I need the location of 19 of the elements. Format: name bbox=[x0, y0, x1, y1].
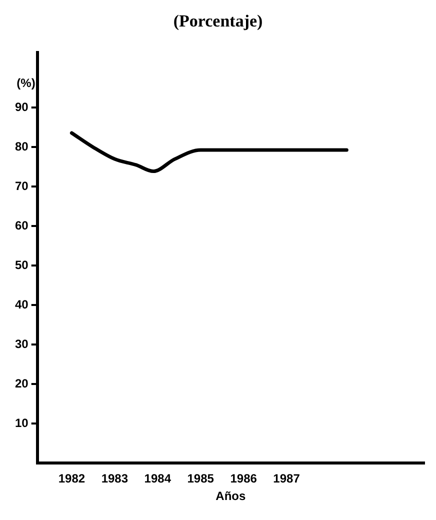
y-tick-label: 30 bbox=[14, 337, 29, 352]
y-tick-label: 50 bbox=[14, 258, 29, 272]
x-tick-label: 1982 bbox=[58, 472, 86, 486]
x-axis-title: Años bbox=[216, 489, 246, 504]
y-tick-label: 20 bbox=[14, 376, 29, 391]
x-tick-label: 1983 bbox=[101, 472, 128, 486]
y-tick-label: 60 bbox=[14, 218, 29, 233]
x-tick-label: 1984 bbox=[144, 472, 172, 486]
y-tick-label: 70 bbox=[14, 179, 29, 194]
y-tick-label: 90 bbox=[14, 100, 29, 114]
y-axis-title: (%) bbox=[16, 76, 36, 90]
y-tick-label: 40 bbox=[14, 298, 29, 312]
x-tick-label: 1985 bbox=[187, 472, 214, 486]
line-series bbox=[70, 131, 348, 174]
x-tick-label: 1986 bbox=[230, 472, 258, 486]
y-tick-label: 80 bbox=[14, 140, 29, 154]
y-tick-label: 10 bbox=[14, 416, 29, 430]
chart-title: (Porcentaje) bbox=[173, 12, 263, 31]
x-tick-label: 1987 bbox=[273, 472, 300, 486]
